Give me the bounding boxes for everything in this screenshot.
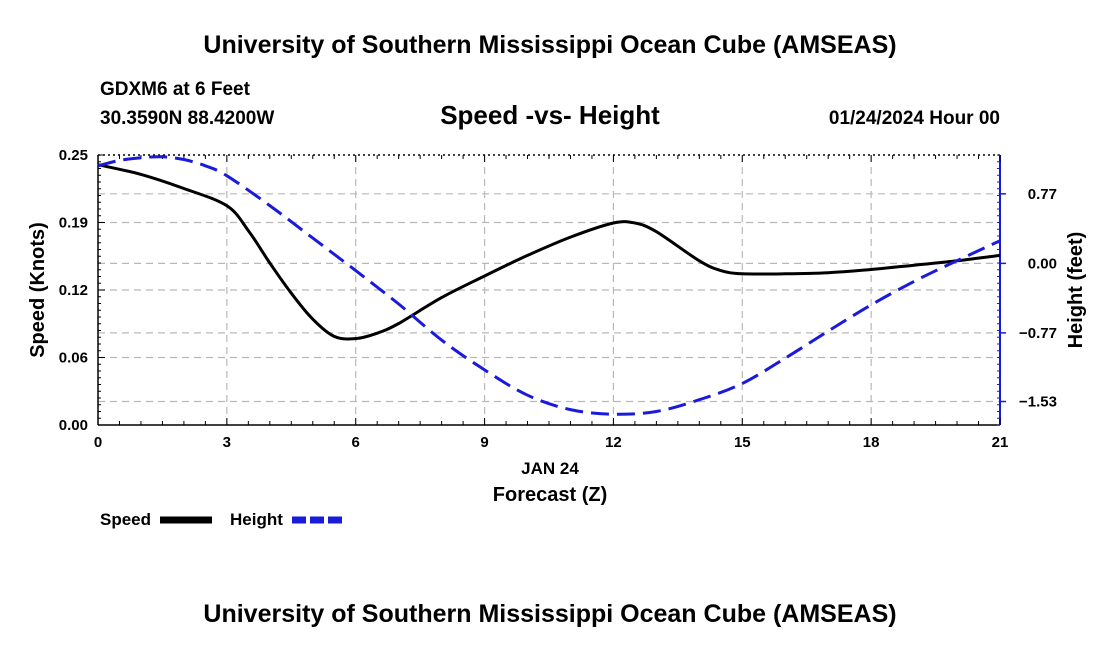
x-axis-date-label: JAN 24 <box>521 459 579 478</box>
series-line-height <box>97 155 1001 416</box>
y2-tick-label: 0.77 <box>1028 186 1057 203</box>
x-tick-label: 21 <box>992 434 1009 451</box>
x-tick-label: 0 <box>94 434 102 451</box>
y-tick-label: 0.06 <box>59 350 88 367</box>
y-tick-label: 0.00 <box>59 417 88 434</box>
station-label: GDXM6 at 6 Feet <box>100 79 251 100</box>
series-line-speed <box>97 163 1001 341</box>
x-tick-label: 12 <box>605 434 622 451</box>
x-tick-label: 6 <box>352 434 360 451</box>
coords-label: 30.3590N 88.4200W <box>100 108 274 129</box>
y-tick-label: 0.12 <box>59 282 88 299</box>
chart-title-top: University of Southern Mississippi Ocean… <box>203 31 897 59</box>
plot-title: Speed -vs- Height <box>440 100 660 130</box>
grid-layer <box>98 155 1000 425</box>
y2-tick-label: 0.00 <box>1028 255 1057 272</box>
legend-height-label: Height <box>230 510 283 529</box>
series-layer <box>97 155 1001 416</box>
x-tick-label: 3 <box>223 434 231 451</box>
legend: Speed Height <box>100 510 342 529</box>
y-tick-label: 0.25 <box>59 147 88 164</box>
x-axis-label: Forecast (Z) <box>493 484 607 506</box>
x-tick-label: 15 <box>734 434 751 451</box>
date-label: 01/24/2024 Hour 00 <box>829 108 1000 129</box>
y2-axis-label: Height (feet) <box>1065 232 1087 349</box>
y2-tick-label: −0.77 <box>1019 325 1057 342</box>
chart-title-bottom: University of Southern Mississippi Ocean… <box>203 600 897 628</box>
legend-speed-label: Speed <box>100 510 151 529</box>
y-axis-label: Speed (Knots) <box>27 222 49 358</box>
axis-layer: 0 3 6 9 12 15 18 21 0.00 0.06 0.12 0.19 0.25 0.77 0.00… <box>59 147 1057 451</box>
x-tick-label: 18 <box>863 434 880 451</box>
x-tick-label: 9 <box>480 434 488 451</box>
y-tick-label: 0.19 <box>59 215 88 232</box>
y2-tick-label: −1.53 <box>1019 394 1057 411</box>
